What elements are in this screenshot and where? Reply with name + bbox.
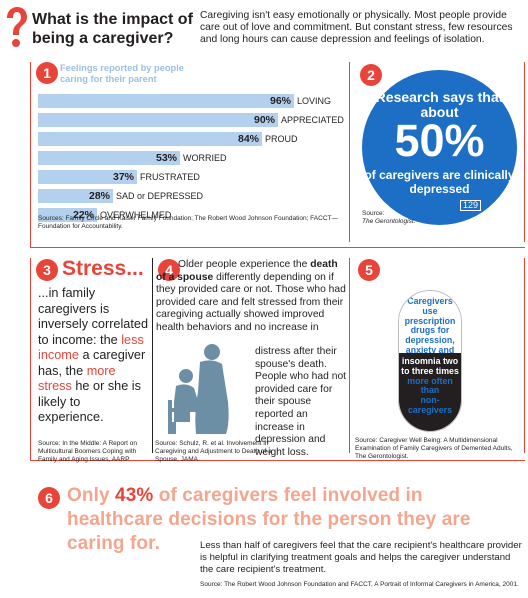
bar-row: 84% PROUD <box>38 132 338 148</box>
section-number-5: 5 <box>358 259 380 281</box>
bar-category-label: LOVING <box>297 96 332 106</box>
involvement-text: Less than half of caregivers feel that t… <box>200 540 522 575</box>
intro-text: Caregiving isn't easy emotionally or phy… <box>200 10 513 45</box>
bar <box>38 94 294 108</box>
page-reference: 129 <box>460 200 482 211</box>
bar-row: 22% OVERWHELMED <box>38 208 338 224</box>
capsule-graphic: Caregivers use prescription drugs for de… <box>398 290 462 432</box>
stat-source: Source: The Gerontologist. <box>362 210 416 225</box>
stat-value: 50% <box>394 115 485 166</box>
stress-source: Source: In the Middle: A Report on Multi… <box>38 440 138 463</box>
stat-description: of caregivers are clinically depressed <box>364 168 515 196</box>
divider <box>152 258 153 453</box>
page-title: What is the impact of being a caregiver? <box>32 11 193 47</box>
divider <box>30 258 31 460</box>
bar-category-label: OVERWHELMED <box>100 210 172 220</box>
divider <box>30 460 525 461</box>
involvement-headline: Only 43% of caregivers feel involved in … <box>67 485 471 554</box>
divider <box>30 247 525 248</box>
elderly-couple-silhouette-icon <box>168 344 229 434</box>
section-number-3: 3 <box>36 259 58 281</box>
bar-value-label: 84% <box>237 133 259 145</box>
chart-source: Sources: Family Circle and Kaiser Family… <box>38 215 338 230</box>
bar <box>38 189 113 203</box>
bar-value-label: 37% <box>112 171 134 183</box>
bar-category-label: PROUD <box>265 134 298 144</box>
divider <box>524 62 525 242</box>
spouse-source: Source: Schulz, R. et al. Involvement in… <box>155 440 272 463</box>
bar-category-label: APPRECIATED <box>281 115 344 125</box>
spouse-death-text-continued: distress after their spouse's death. Peo… <box>255 346 347 458</box>
bar-row: 28% SAD or DEPRESSED <box>38 189 338 205</box>
bar-category-label: FRUSTRATED <box>140 172 200 182</box>
section-number-2: 2 <box>360 64 382 86</box>
stat-intro: Research says that about <box>375 89 504 120</box>
bar <box>38 132 262 146</box>
divider <box>30 62 31 247</box>
bar <box>38 151 180 165</box>
bar-value-label: 53% <box>155 152 177 164</box>
question-mark-icon <box>7 7 27 47</box>
bar-value-label: 96% <box>269 95 291 107</box>
involvement-source: Source: The Robert Wood Johnson Foundati… <box>200 581 519 588</box>
bar <box>38 208 97 222</box>
capsule-source: Source: Caregiver Well Being: A Multidim… <box>355 437 513 460</box>
divider <box>524 258 525 453</box>
bar <box>38 170 137 184</box>
capsule-top-text: Caregivers use prescription drugs for de… <box>399 291 461 355</box>
section-number-6: 6 <box>38 487 60 509</box>
bar <box>38 113 278 127</box>
section-number-1: 1 <box>36 62 58 84</box>
bar-value-label: 28% <box>88 190 110 202</box>
bar-row: 53% WORRIED <box>38 151 338 167</box>
bar-row: 37% FRUSTRATED <box>38 170 338 186</box>
capsule-bottom-text: insomnia two to three times more often t… <box>399 353 461 431</box>
divider <box>349 62 350 242</box>
spouse-death-text: Older people experience the death of a s… <box>156 259 346 333</box>
bar-value-label: 22% <box>72 209 94 221</box>
section-number-4: 4 <box>158 259 180 281</box>
bar-row: 90% APPRECIATED <box>38 113 344 129</box>
stress-text: ...in family caregivers is inversely cor… <box>38 286 149 424</box>
bar-category-label: WORRIED <box>183 153 227 163</box>
stress-heading: Stress... <box>62 257 144 280</box>
statistic-circle: Research says that about 50% of caregive… <box>362 70 517 225</box>
bar-row: 96% LOVING <box>38 94 338 110</box>
divider <box>349 258 350 453</box>
bar-category-label: SAD or DEPRESSED <box>116 191 204 201</box>
chart-heading: Feelings reported by people caring for t… <box>60 63 184 84</box>
bar-value-label: 90% <box>253 114 275 126</box>
